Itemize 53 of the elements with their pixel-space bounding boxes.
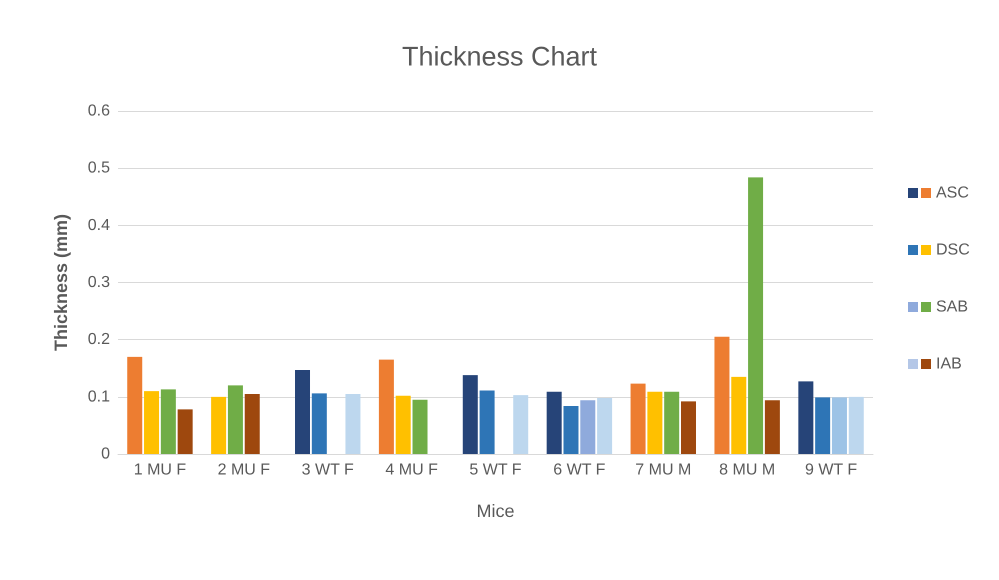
y-tick-label: 0.6 <box>88 102 110 120</box>
y-tick-label: 0.3 <box>88 274 110 291</box>
bar <box>647 392 662 454</box>
bar <box>345 394 360 454</box>
bar <box>295 370 310 454</box>
x-tick-label: 3 WT F <box>302 462 354 478</box>
bar <box>178 409 193 454</box>
bar <box>748 177 764 454</box>
bar <box>513 395 528 454</box>
x-tick-label: 2 MU F <box>218 462 270 478</box>
legend-label: SAB <box>936 298 968 316</box>
bar <box>412 400 428 454</box>
x-tick-label: 4 MU F <box>385 462 438 478</box>
chart-title: Thickness Chart <box>402 42 598 72</box>
legend-label: DSC <box>936 242 970 258</box>
y-tick-label: 0.4 <box>88 216 110 234</box>
x-tick-label: 9 WT F <box>804 462 858 478</box>
y-tick-label: 0.5 <box>88 160 110 177</box>
bar <box>480 390 495 454</box>
bar <box>832 397 847 454</box>
legend-label: ASC <box>936 184 969 202</box>
bar <box>396 396 411 454</box>
bar <box>630 384 646 454</box>
bar <box>127 356 142 454</box>
bar <box>580 400 596 454</box>
bar <box>714 336 730 454</box>
x-tick-label: 6 WT F <box>553 462 606 478</box>
x-axis-title: Mice <box>476 501 515 521</box>
y-axis-title: Thickness (mm) <box>51 214 71 352</box>
bar <box>244 394 260 454</box>
bar <box>597 398 612 454</box>
bar <box>680 401 696 454</box>
x-tick-label: 7 MU M <box>635 462 692 478</box>
bar <box>815 397 830 454</box>
bar <box>378 360 394 454</box>
bar <box>664 392 680 454</box>
bar <box>144 391 160 454</box>
y-tick-label: 0.1 <box>88 388 110 406</box>
x-tick-label: 8 MU M <box>719 462 776 478</box>
bar <box>848 396 864 454</box>
legend-label: IAB <box>936 356 962 372</box>
y-tick-label: 0 <box>101 446 110 462</box>
bar <box>462 375 478 454</box>
bar <box>546 392 562 454</box>
x-tick-label: 1 MU F <box>134 462 186 478</box>
bar <box>312 393 327 454</box>
bar <box>764 400 780 454</box>
y-tick-label: 0.2 <box>88 331 110 348</box>
bar <box>798 381 814 454</box>
bar <box>160 389 176 454</box>
x-tick-label: 5 WT F <box>469 462 522 478</box>
bar <box>731 376 746 454</box>
bar <box>563 406 578 454</box>
